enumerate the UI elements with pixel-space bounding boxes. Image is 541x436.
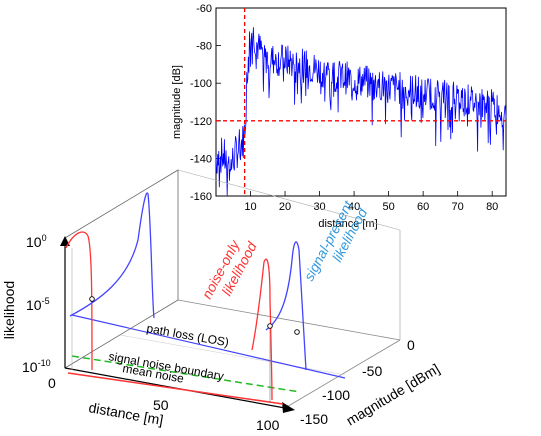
path-loss-line <box>71 314 346 379</box>
intersection-marker-left <box>89 296 95 302</box>
top-plot-frame <box>215 7 507 197</box>
y-tick-2: -100 <box>322 387 350 403</box>
top-series-line <box>215 27 507 197</box>
top-y-tick-label: -80 <box>196 41 212 53</box>
signal-noise-boundary-line <box>71 355 301 393</box>
floor-grid-1 <box>119 334 346 376</box>
bottom-3d-plot: 100 10-5 10-10 likelihood 0 50 100 dista… <box>1 169 442 433</box>
intersection-marker-right-2 <box>294 329 300 335</box>
x-tick-2: 100 <box>256 417 280 433</box>
y-tick-0: 0 <box>407 337 415 353</box>
top-x-tick-label: 60 <box>417 201 429 213</box>
top-x-tick-label: 40 <box>348 201 360 213</box>
floor-back-edge <box>177 299 401 341</box>
floor-right-edge <box>284 339 401 409</box>
top-x-ticks: 10 20 30 40 50 60 70 80 <box>244 191 498 213</box>
top-ylabel: magnitude [dB] <box>171 65 183 139</box>
z-tick-2: 10-10 <box>22 358 51 375</box>
mean-noise-line <box>67 372 284 405</box>
top-back-edge <box>177 169 401 231</box>
signal-likelihood-curve-right <box>265 241 307 371</box>
x-tick-1: 50 <box>153 397 169 413</box>
top-y-tick-label: -60 <box>196 3 212 15</box>
z-axis-label: likelihood <box>1 281 17 339</box>
signal-likelihood-label: signal-present likelihood <box>301 197 371 283</box>
noise-likelihood-curve-left <box>65 231 93 371</box>
x-axis-arrow <box>282 402 295 413</box>
intersection-marker-right-1 <box>267 323 273 329</box>
y-tick-3: -150 <box>300 411 328 427</box>
top-y-tick-label: -160 <box>190 191 212 203</box>
back-wall <box>64 169 179 369</box>
z-tick-0: 100 <box>26 233 47 250</box>
x-tick-0: 0 <box>48 375 56 391</box>
top-x-tick-label: 80 <box>486 201 498 213</box>
top-y-tick-label: -140 <box>190 153 212 165</box>
y-tick-1: -50 <box>362 363 382 379</box>
z-axis-arrow <box>60 236 70 246</box>
top-x-tick-label: 10 <box>244 201 256 213</box>
noise-likelihood-label: noise-only likelihood <box>199 237 261 302</box>
top-x-tick-label: 70 <box>452 201 464 213</box>
signal-likelihood-curve-left <box>69 192 155 319</box>
top-plot: -60-80-100-120-140-160 10 20 30 40 50 60 70 80 … <box>171 3 507 230</box>
noise-likelihood-curve-right <box>251 258 273 401</box>
top-x-tick-label: 30 <box>313 201 325 213</box>
y-axis-label: magnitude [dBm] <box>343 360 442 428</box>
top-x-tick-label: 50 <box>382 201 394 213</box>
path-loss-label: path loss (LOS) <box>145 321 230 349</box>
top-y-tick-label: -120 <box>190 116 212 128</box>
top-x-tick-label: 20 <box>279 201 291 213</box>
top-y-tick-label: -100 <box>190 78 212 90</box>
z-tick-1: 10-5 <box>26 296 50 313</box>
top-xlabel: distance [m] <box>318 218 377 230</box>
